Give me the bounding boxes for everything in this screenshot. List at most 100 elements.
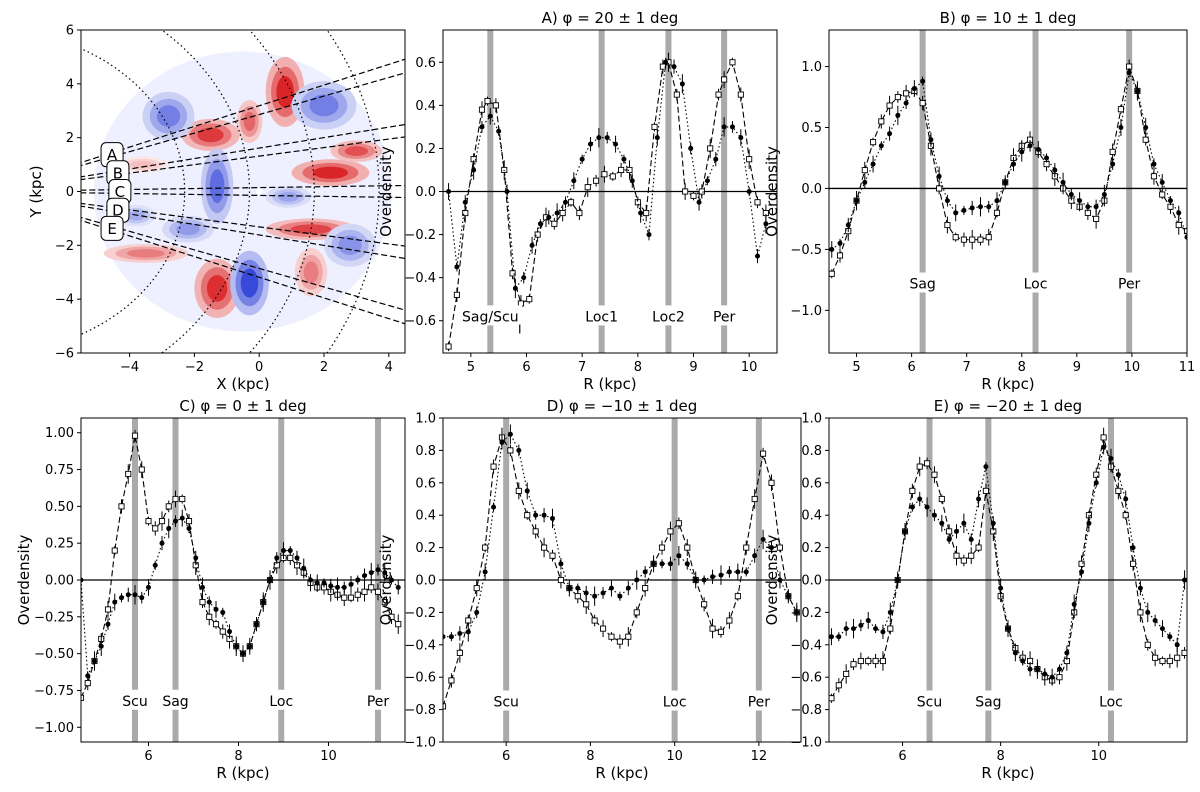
panel-D: Scu Loc Per 6 8 10 12 −1.0 −0.8 −0.6 −0.4 −0.2 0.0 0.…	[377, 397, 802, 782]
x-tick-label: 8	[586, 749, 594, 764]
plot-area-C: Scu Sag Loc Per	[81, 418, 405, 742]
radius-circle	[81, 48, 186, 335]
data-point-square	[861, 167, 868, 174]
x-tick-label: 4	[385, 360, 393, 375]
data-point-circle	[521, 275, 527, 281]
y-tick-label: −0.6	[404, 314, 436, 329]
data-point-circle	[368, 570, 374, 576]
data-point-circle	[968, 537, 974, 542]
data-point-circle	[1035, 146, 1041, 152]
data-point-square	[701, 601, 708, 608]
data-point-circle	[667, 561, 673, 567]
slice-label: C	[115, 183, 125, 201]
data-point-square	[574, 593, 581, 600]
data-point-square	[924, 460, 931, 467]
data-point-square	[829, 695, 835, 702]
data-point-circle	[247, 643, 253, 649]
data-point-square	[616, 638, 623, 645]
plot-area-D: Scu Loc Per	[443, 418, 801, 742]
data-point-circle	[474, 609, 480, 615]
data-point-circle	[267, 577, 273, 583]
panel-title: C) φ = 0 ± 1 deg	[179, 397, 306, 415]
data-point-square	[1159, 191, 1166, 198]
data-point-circle	[1052, 167, 1058, 173]
data-point-square	[524, 512, 531, 519]
data-point-circle	[395, 584, 401, 590]
x-tick-label: 7	[963, 360, 971, 375]
data-point-circle	[1002, 179, 1008, 185]
data-point-circle	[1060, 179, 1066, 185]
data-point-square	[977, 236, 984, 243]
data-point-circle	[1167, 198, 1173, 204]
series-line-1	[831, 64, 1187, 275]
data-point-square	[599, 625, 607, 632]
data-point-circle	[870, 161, 876, 167]
data-point-circle	[845, 222, 851, 228]
data-point-square	[507, 447, 514, 454]
slice-label: B	[113, 164, 123, 182]
arm-label: Loc2	[652, 309, 685, 325]
data-point-square	[453, 291, 460, 298]
arm-label: Loc	[663, 695, 687, 711]
data-point-circle	[1110, 161, 1116, 167]
data-point-square	[909, 487, 916, 494]
data-point-square	[931, 471, 938, 478]
y-tick-label: −1.0	[790, 736, 822, 751]
data-point-circle	[946, 537, 952, 542]
data-point-circle	[482, 569, 488, 575]
data-point-square	[673, 91, 680, 98]
y-tick-label: −6	[55, 347, 74, 362]
data-point-circle	[895, 112, 901, 118]
data-point-circle	[836, 634, 842, 640]
data-point-circle	[308, 577, 313, 583]
data-point-circle	[986, 204, 992, 210]
data-point-circle	[85, 673, 91, 679]
data-point-circle	[721, 124, 727, 130]
annotation: I	[518, 323, 522, 337]
data-point-square	[682, 188, 689, 195]
data-point-square	[1166, 657, 1173, 665]
data-point-square	[158, 518, 166, 525]
data-point-square	[395, 621, 402, 628]
data-point-circle	[139, 595, 145, 601]
arm-label-bg	[914, 690, 945, 711]
data-point-circle	[878, 143, 884, 149]
data-point-square	[729, 59, 736, 66]
data-point-square	[515, 487, 522, 494]
data-point-square	[618, 166, 625, 174]
y-tick-label: −0.4	[404, 638, 436, 653]
data-point-square	[726, 617, 733, 624]
data-point-square	[944, 221, 951, 229]
data-point-square	[591, 617, 598, 624]
data-point-circle	[696, 199, 702, 205]
data-point-circle	[769, 545, 775, 551]
data-point-circle	[92, 658, 97, 664]
data-point-circle	[496, 128, 502, 134]
data-point-circle	[575, 585, 581, 591]
data-point-square	[1144, 641, 1151, 648]
overdensity-blob	[303, 261, 319, 284]
panel-title: B) φ = 10 ± 1 deg	[940, 9, 1077, 27]
x-tick-label: 5	[852, 360, 860, 375]
series-line-1	[443, 436, 798, 707]
data-point-square	[179, 495, 186, 503]
data-point-circle	[1086, 520, 1092, 526]
data-point-square	[919, 100, 926, 107]
data-point-circle	[693, 577, 699, 583]
data-point-circle	[924, 504, 930, 510]
data-point-square	[131, 432, 139, 439]
radius-circle	[248, 30, 315, 353]
galactic-center-marker	[256, 188, 263, 195]
y-axis-label: Y (kpc)	[27, 165, 45, 218]
y-tick-label: 0.0	[801, 574, 822, 589]
data-point-square	[946, 528, 953, 535]
data-point-square	[717, 628, 725, 635]
data-point-circle	[583, 590, 589, 596]
data-point-circle	[638, 210, 644, 216]
data-point-square	[633, 609, 640, 616]
data-point-circle	[1159, 626, 1165, 632]
data-point-square	[388, 613, 395, 620]
slice-line	[81, 123, 405, 178]
y-tick-label: −0.8	[404, 703, 436, 718]
